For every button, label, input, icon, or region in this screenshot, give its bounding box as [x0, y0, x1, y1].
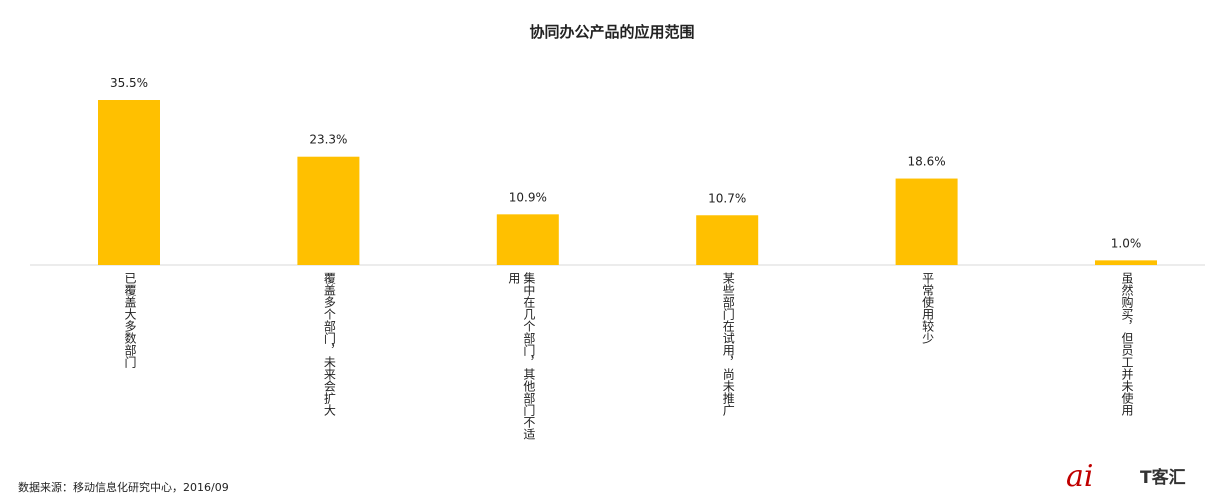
- chart-title: 协同办公产品的应用范围: [529, 23, 694, 41]
- bar: [496, 214, 559, 265]
- value-label: 10.9%: [509, 190, 547, 204]
- x-tick-label: 某些部门在试用，尚未推广: [721, 272, 736, 416]
- value-label: 10.7%: [708, 191, 746, 205]
- x-tick-label: 集中在几个部门，其他部门不适用: [506, 272, 536, 440]
- bar: [895, 178, 958, 265]
- value-label: 18.6%: [908, 155, 946, 169]
- x-tick-label: 平常使用较少: [920, 272, 935, 344]
- bar: [1095, 260, 1157, 265]
- value-label: 35.5%: [110, 76, 148, 90]
- x-tick-label: 覆盖多个部门，未来会扩大: [322, 272, 337, 416]
- source: 数据来源：移动信息化研究中心，2016/09: [18, 480, 229, 494]
- bar: [696, 215, 759, 265]
- value-label: 1.0%: [1111, 236, 1142, 250]
- logo-mark: ai: [1066, 459, 1093, 494]
- value-label: 23.3%: [309, 133, 347, 147]
- x-tick-label: 已覆盖大多数部门: [123, 272, 137, 368]
- bar: [98, 100, 160, 265]
- x-tick-label: 虽然购买，但员工并未使用: [1120, 272, 1134, 416]
- bar: [297, 156, 360, 265]
- logo: T客汇: [1140, 467, 1186, 488]
